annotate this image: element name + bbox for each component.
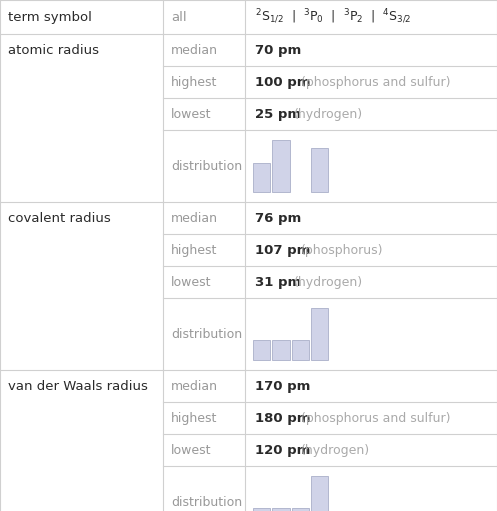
Bar [272, 508, 289, 511]
Text: highest: highest [171, 244, 217, 257]
Text: highest: highest [171, 411, 217, 425]
Text: 70 pm: 70 pm [255, 43, 301, 57]
Text: lowest: lowest [171, 107, 212, 121]
Bar [253, 508, 270, 511]
Text: 120 pm: 120 pm [255, 444, 310, 456]
Text: lowest: lowest [171, 275, 212, 289]
Bar [311, 308, 328, 360]
Text: (phosphorus and sulfur): (phosphorus and sulfur) [301, 411, 451, 425]
Text: all: all [171, 11, 187, 24]
Text: 170 pm: 170 pm [255, 380, 310, 392]
Bar [253, 340, 270, 360]
Text: 31 pm: 31 pm [255, 275, 301, 289]
Text: $^{2}$S$_{1/2}$  |  $^{3}$P$_{0}$  |  $^{3}$P$_{2}$  |  $^{4}$S$_{3/2}$: $^{2}$S$_{1/2}$ | $^{3}$P$_{0}$ | $^{3}$… [255, 8, 412, 26]
Text: van der Waals radius: van der Waals radius [8, 380, 148, 392]
Text: covalent radius: covalent radius [8, 212, 111, 224]
Text: lowest: lowest [171, 444, 212, 456]
Text: (hydrogen): (hydrogen) [294, 107, 363, 121]
Text: 25 pm: 25 pm [255, 107, 301, 121]
Text: atomic radius: atomic radius [8, 43, 99, 57]
Text: median: median [171, 212, 218, 224]
Text: 107 pm: 107 pm [255, 244, 310, 257]
Text: median: median [171, 380, 218, 392]
Bar [253, 164, 270, 192]
Text: distribution: distribution [171, 159, 242, 173]
Bar [311, 148, 328, 192]
Bar [272, 140, 289, 192]
Bar [272, 340, 289, 360]
Text: highest: highest [171, 76, 217, 88]
Text: (phosphorus): (phosphorus) [301, 244, 384, 257]
Bar [292, 508, 309, 511]
Text: 100 pm: 100 pm [255, 76, 311, 88]
Bar [311, 476, 328, 511]
Text: term symbol: term symbol [8, 11, 92, 24]
Text: distribution: distribution [171, 496, 242, 508]
Text: (hydrogen): (hydrogen) [294, 275, 363, 289]
Text: (hydrogen): (hydrogen) [301, 444, 370, 456]
Bar [292, 340, 309, 360]
Text: 76 pm: 76 pm [255, 212, 301, 224]
Text: 180 pm: 180 pm [255, 411, 311, 425]
Text: (phosphorus and sulfur): (phosphorus and sulfur) [301, 76, 451, 88]
Text: median: median [171, 43, 218, 57]
Text: distribution: distribution [171, 328, 242, 340]
